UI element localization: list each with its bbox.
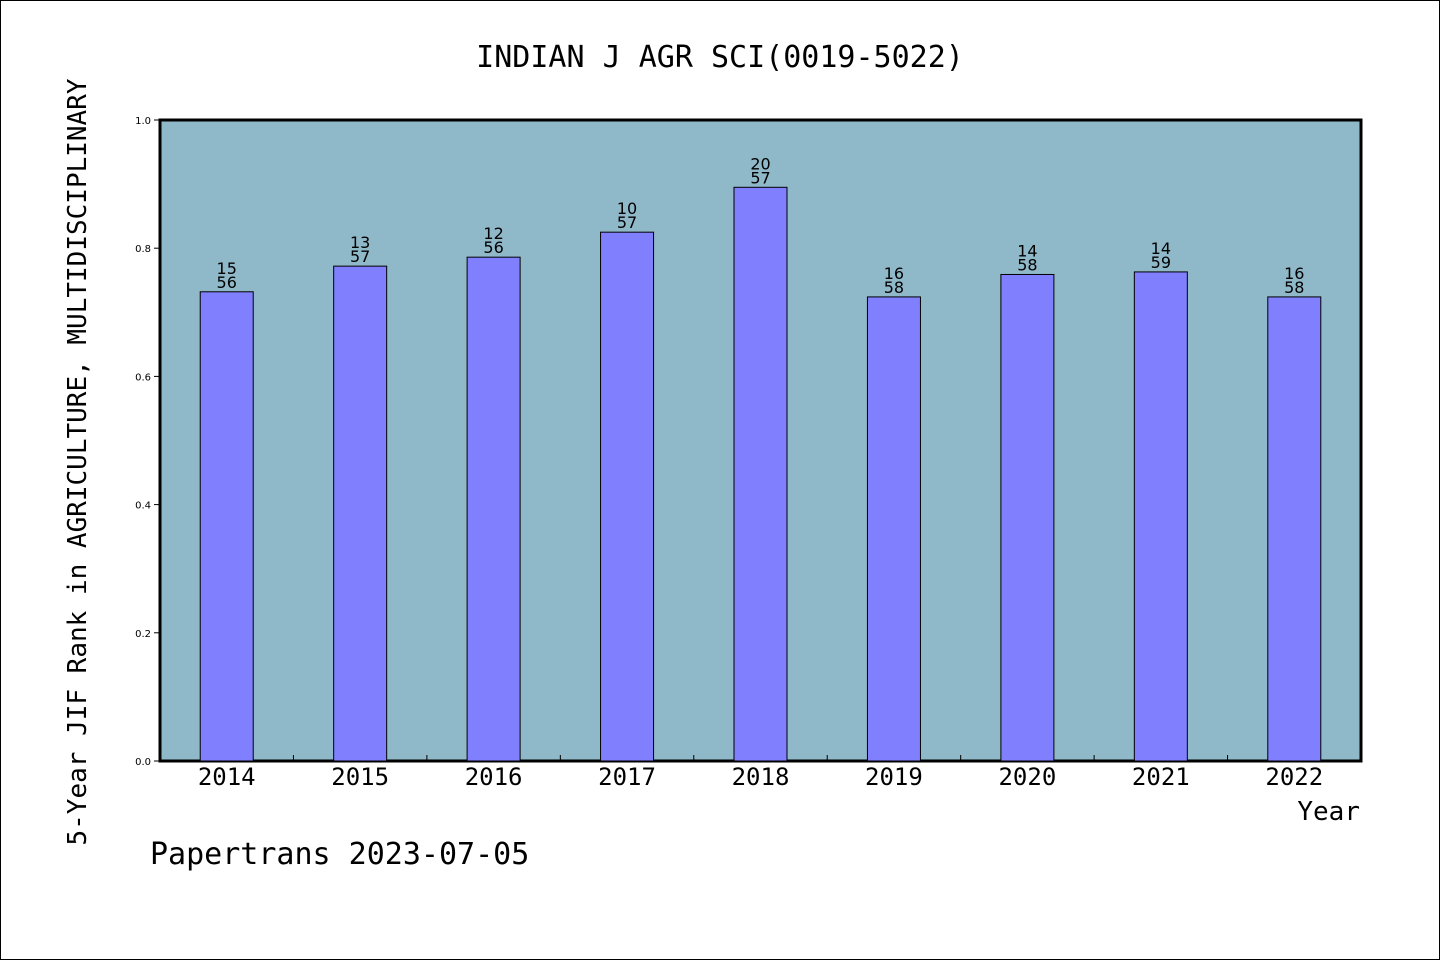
bar-total-label: 58 [884, 278, 904, 297]
bar-2019 [866, 296, 921, 762]
bar-total-label: 58 [1284, 278, 1304, 297]
x-tick-label: 2017 [598, 763, 656, 791]
bar-total-label: 57 [350, 247, 370, 266]
x-tick-label: 2022 [1265, 763, 1323, 791]
y-axis-label: 5-Year JIF Rank in AGRICULTURE, MULTIDIS… [63, 78, 93, 845]
bar-rank-label: 15 [217, 259, 237, 278]
x-tick-label: 2020 [998, 763, 1056, 791]
bar-2017 [600, 231, 655, 762]
y-tick-label: 0.6 [135, 372, 151, 383]
bar-total-label: 56 [217, 273, 237, 292]
x-tick-label: 2015 [331, 763, 389, 791]
x-tick-label: 2014 [198, 763, 256, 791]
bar-total-label: 58 [1017, 255, 1037, 274]
bar-2020 [1000, 273, 1055, 762]
y-tick-label: 0.4 [135, 501, 151, 512]
x-tick-label: 2016 [465, 763, 523, 791]
bar-2021 [1133, 271, 1188, 762]
bar-total-label: 57 [750, 168, 770, 187]
bar-rank-label: 16 [1284, 264, 1304, 283]
bar-total-label: 59 [1151, 253, 1171, 272]
bar-rank-label: 13 [350, 233, 370, 252]
x-axis-ticks: 2014 2015 2016 2017 2018 2019 2020 2021 2022 [198, 755, 1323, 791]
bar-rank-label: 10 [617, 199, 637, 218]
bar-rank-label: 20 [750, 154, 770, 173]
bar-2015 [333, 265, 388, 762]
bar-total-label: 57 [617, 213, 637, 232]
y-tick-label: 1.0 [135, 116, 151, 127]
x-tick-label: 2018 [732, 763, 790, 791]
chart-title: INDIAN J AGR SCI(0019-5022) [476, 40, 964, 75]
y-axis-ticks: 0.0 0.2 0.4 0.6 0.8 1.0 [135, 116, 160, 768]
bar-total-label: 56 [483, 238, 503, 257]
bar-rank-label: 12 [483, 224, 503, 243]
bar-2018 [733, 186, 788, 762]
bar-2022 [1267, 296, 1322, 762]
bar-rank-label: 14 [1151, 239, 1171, 258]
bar-rank-label: 14 [1017, 241, 1037, 260]
bar-2014 [199, 291, 254, 762]
y-tick-label: 0.2 [135, 629, 151, 640]
x-tick-label: 2021 [1132, 763, 1190, 791]
y-tick-label: 0.0 [135, 757, 151, 768]
bar-2016 [466, 256, 521, 762]
x-tick-label: 2019 [865, 763, 923, 791]
bar-rank-label: 16 [884, 264, 904, 283]
footer-text: Papertrans 2023-07-05 [150, 837, 529, 872]
x-axis-label: Year [1297, 797, 1360, 827]
y-tick-label: 0.8 [135, 244, 151, 255]
